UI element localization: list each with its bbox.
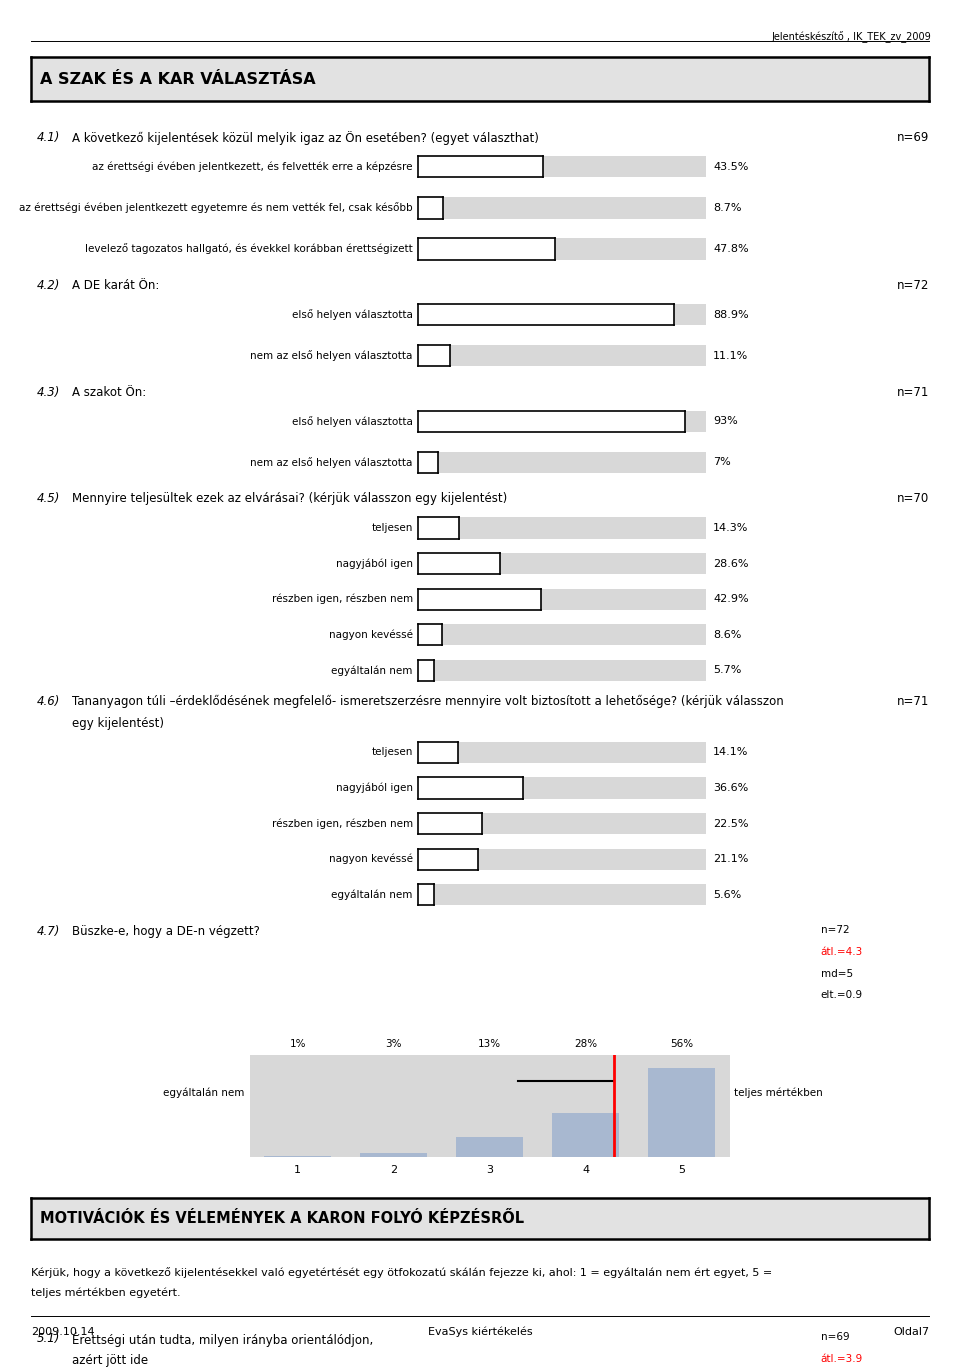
Text: Oldal7: Oldal7 [893,1327,929,1337]
Text: MOTIVÁCIÓK ÉS VÉLEMÉNYEK A KARON FOLYÓ KÉPZÉSRŐL: MOTIVÁCIÓK ÉS VÉLEMÉNYEK A KARON FOLYÓ K… [39,1212,524,1226]
Text: átl.=4.3: átl.=4.3 [821,947,863,956]
Text: elt.=0.9: elt.=0.9 [821,990,863,1000]
Text: 56%: 56% [670,1040,693,1049]
Text: 93%: 93% [713,416,738,427]
Text: 8.6%: 8.6% [713,629,742,640]
Text: egyáltalán nem: egyáltalán nem [331,889,413,900]
Text: 5.1): 5.1) [36,1332,60,1346]
Text: n=71: n=71 [897,386,929,399]
Text: az érettségi évében jelentkezett egyetemre és nem vették fel, csak később: az érettségi évében jelentkezett egyetem… [19,202,413,213]
Text: 4.5): 4.5) [36,492,60,506]
Text: 1%: 1% [289,1040,306,1049]
Text: A következő kijelentések közül melyik igaz az Ön esetében? (egyet választhat): A következő kijelentések közül melyik ig… [72,131,539,145]
Text: 4.1): 4.1) [36,131,60,145]
Bar [552,1112,619,1157]
Text: azért jött ide: azért jött ide [72,1354,148,1368]
Text: nagyjából igen: nagyjából igen [336,782,413,793]
Text: Kérjük, hogy a következő kijelentésekkel való egyetértését egy ötfokozatú skálán: Kérjük, hogy a következő kijelentésekkel… [31,1267,772,1278]
Bar [264,1156,331,1157]
Text: n=71: n=71 [897,695,929,709]
Text: n=72: n=72 [897,279,929,293]
Text: 4.7): 4.7) [36,925,60,938]
Text: n=69: n=69 [897,131,929,145]
Text: 11.1%: 11.1% [713,350,749,361]
Text: A DE karát Ön:: A DE karát Ön: [72,279,159,293]
Text: 22.5%: 22.5% [713,818,749,829]
Text: teljesen: teljesen [372,523,413,534]
Text: egyáltalán nem: egyáltalán nem [331,665,413,676]
Text: nem az első helyen választotta: nem az első helyen választotta [251,350,413,361]
Text: A SZAK ÉS A KAR VÁLASZTÁSA: A SZAK ÉS A KAR VÁLASZTÁSA [39,73,315,86]
Text: n=70: n=70 [897,492,929,506]
Text: 5.7%: 5.7% [713,665,742,676]
Bar [648,1068,715,1157]
Text: 4.2): 4.2) [36,279,60,293]
Text: átl.=3.9: átl.=3.9 [821,1354,863,1364]
Text: Büszke-e, hogy a DE-n végzett?: Büszke-e, hogy a DE-n végzett? [72,925,260,938]
Text: nagyon kevéssé: nagyon kevéssé [328,854,413,865]
Text: 14.3%: 14.3% [713,523,749,534]
Text: 88.9%: 88.9% [713,309,749,320]
Text: 2009.10.14: 2009.10.14 [31,1327,94,1337]
Text: első helyen választotta: első helyen választotta [292,309,413,320]
Text: 8.7%: 8.7% [713,202,742,213]
Text: 42.9%: 42.9% [713,594,749,605]
Text: 28%: 28% [574,1040,597,1049]
Text: részben igen, részben nem: részben igen, részben nem [272,594,413,605]
Text: 36.6%: 36.6% [713,782,749,793]
Text: teljes mértékben egyetért.: teljes mértékben egyetért. [31,1287,180,1298]
Text: 5.6%: 5.6% [713,889,741,900]
Text: 28.6%: 28.6% [713,558,749,569]
Text: EvaSys kiértékelés: EvaSys kiértékelés [428,1327,532,1338]
Text: nagyjából igen: nagyjából igen [336,558,413,569]
Text: levelező tagozatos hallgató, és évekkel korábban érettségizett: levelező tagozatos hallgató, és évekkel … [85,244,413,254]
Text: egyáltalán nem: egyáltalán nem [163,1088,245,1097]
Text: md=5: md=5 [821,969,852,978]
Text: 13%: 13% [478,1040,501,1049]
Text: az érettségi évében jelentkezett, és felvették erre a képzésre: az érettségi évében jelentkezett, és fel… [92,161,413,172]
Text: 4.3): 4.3) [36,386,60,399]
Bar [360,1153,427,1157]
Text: első helyen választotta: első helyen választotta [292,416,413,427]
Bar [456,1137,523,1157]
Text: 43.5%: 43.5% [713,161,749,172]
Text: részben igen, részben nem: részben igen, részben nem [272,818,413,829]
Text: egy kijelentést): egy kijelentést) [72,717,164,731]
Text: Mennyire teljesültek ezek az elvárásai? (kérjük válasszon egy kijelentést): Mennyire teljesültek ezek az elvárásai? … [72,492,507,506]
Text: Tananyagon túli –érdeklődésének megfelelő- ismeretszerzésre mennyire volt biztos: Tananyagon túli –érdeklődésének megfelel… [72,695,783,709]
Text: 47.8%: 47.8% [713,244,749,254]
Text: teljesen: teljesen [372,747,413,758]
Text: 7%: 7% [713,457,731,468]
Text: 4.6): 4.6) [36,695,60,709]
Text: 14.1%: 14.1% [713,747,749,758]
Text: A szakot Ön:: A szakot Ön: [72,386,146,399]
Text: 3%: 3% [385,1040,402,1049]
Text: Jelentéskészítő , IK_TEK_zv_2009: Jelentéskészítő , IK_TEK_zv_2009 [772,31,931,42]
Text: nagyon kevéssé: nagyon kevéssé [328,629,413,640]
Text: 21.1%: 21.1% [713,854,749,865]
Text: nem az első helyen választotta: nem az első helyen választotta [251,457,413,468]
Text: Érettségi után tudta, milyen irányba orientálódjon,: Érettségi után tudta, milyen irányba ori… [72,1332,373,1347]
Text: teljes mértékben: teljes mértékben [734,1088,823,1097]
Text: n=72: n=72 [821,925,850,934]
Text: n=69: n=69 [821,1332,850,1342]
